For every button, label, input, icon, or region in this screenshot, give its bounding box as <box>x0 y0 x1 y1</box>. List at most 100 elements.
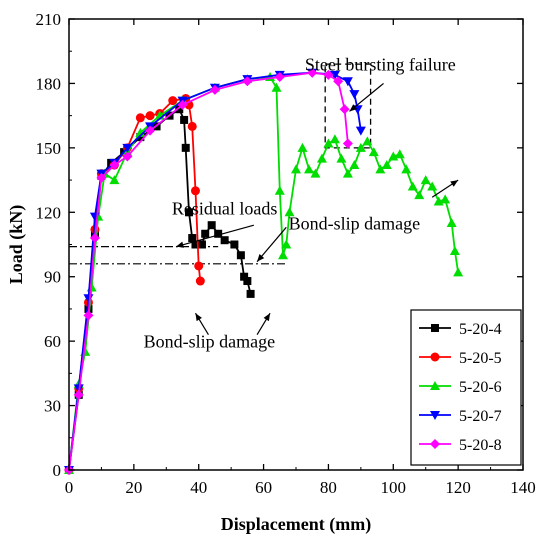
y-tick-label: 180 <box>36 74 62 93</box>
data-point-5-20-7 <box>329 70 340 80</box>
data-point-5-20-8 <box>83 310 94 321</box>
legend-entry-5-20-8: 5-20-8 <box>419 437 502 454</box>
data-point-5-20-5 <box>145 111 155 121</box>
arrow-head <box>176 241 184 248</box>
data-point-5-20-4 <box>181 143 190 152</box>
annotations: Steel bursting failure Residual loads Bond… <box>144 55 459 352</box>
y-tick-label: 30 <box>44 397 61 416</box>
arrow-shaft <box>256 226 287 263</box>
data-point-5-20-6 <box>316 153 327 163</box>
data-point-5-20-6 <box>297 142 308 152</box>
data-point-5-20-6 <box>284 207 295 217</box>
data-point-5-20-6 <box>281 239 292 249</box>
series-line-5-20-4 <box>68 108 252 471</box>
legend-box <box>410 309 522 466</box>
data-point-5-20-6 <box>323 138 334 148</box>
data-point-5-20-6 <box>449 245 460 255</box>
data-point-5-20-4 <box>243 277 252 286</box>
data-point-5-20-4 <box>201 229 210 238</box>
legend-swatch-marker <box>430 411 440 420</box>
arrow-head <box>195 313 202 322</box>
x-tick-label: 40 <box>190 478 207 497</box>
x-axis-title: Displacement (mm) <box>221 514 371 535</box>
data-point-5-20-8 <box>96 172 107 183</box>
data-point-5-20-6 <box>375 164 386 174</box>
arrow-steel-bursting <box>349 82 384 112</box>
y-tick-label: 120 <box>36 203 62 222</box>
data-point-5-20-7 <box>355 126 366 136</box>
data-point-5-20-6 <box>394 149 405 159</box>
x-tick-label: 120 <box>445 478 471 497</box>
data-point-5-20-6 <box>349 160 360 170</box>
data-point-5-20-4 <box>240 272 249 281</box>
data-point-5-20-6 <box>440 194 451 204</box>
legend-entry-5-20-5: 5-20-5 <box>419 350 502 367</box>
data-point-5-20-7 <box>342 77 353 87</box>
data-point-5-20-6 <box>336 153 347 163</box>
annotation-label: Bond-slip damage <box>289 213 420 233</box>
data-point-5-20-6 <box>291 164 301 174</box>
x-tick-label: 80 <box>320 478 337 497</box>
data-point-5-20-6 <box>274 185 285 195</box>
data-point-5-20-4 <box>188 234 197 243</box>
arrow-residual-lower <box>256 226 287 263</box>
x-tick-label: 100 <box>381 478 407 497</box>
x-tick-label: 140 <box>510 478 536 497</box>
data-point-5-20-8 <box>323 69 334 80</box>
data-point-5-20-8 <box>339 104 350 115</box>
arrow-head <box>450 180 459 187</box>
arrow-bond-slip-left-b <box>256 312 271 336</box>
arrow-shaft <box>175 224 255 248</box>
data-point-5-20-8 <box>145 125 156 136</box>
data-point-5-20-5 <box>187 121 197 131</box>
data-point-5-20-8 <box>274 71 285 82</box>
annotation-label: Bond-slip damage <box>144 332 275 352</box>
arrow-bond-slip-right <box>431 179 459 198</box>
x-tick-label: 60 <box>255 478 272 497</box>
data-point-5-20-6 <box>381 160 392 170</box>
data-point-5-20-8 <box>209 84 220 95</box>
legend-label: 5-20-8 <box>459 437 502 454</box>
annotation-label: Residual loads <box>172 198 278 218</box>
y-tick-label: 150 <box>36 139 62 158</box>
legend-swatch-marker <box>430 381 440 390</box>
x-tick-label: 20 <box>125 478 142 497</box>
data-point-5-20-8 <box>342 138 353 149</box>
data-point-5-20-8 <box>73 389 84 400</box>
legend-swatch-marker <box>431 324 439 332</box>
data-point-5-20-6 <box>453 267 464 277</box>
data-point-5-20-8 <box>307 67 318 78</box>
y-tick-label: 90 <box>44 268 61 287</box>
data-point-5-20-6 <box>271 82 282 92</box>
legend-label: 5-20-7 <box>459 408 502 425</box>
arrow-bond-slip-left-a <box>194 312 209 336</box>
series-5-20-8 <box>64 67 353 475</box>
data-point-5-20-6 <box>414 190 425 200</box>
series-5-20-7 <box>64 68 366 475</box>
data-point-5-20-6 <box>420 175 431 185</box>
data-point-5-20-4 <box>220 236 229 245</box>
data-point-5-20-6 <box>278 250 289 260</box>
data-point-5-20-5 <box>168 96 178 106</box>
data-point-5-20-4 <box>184 208 193 217</box>
data-point-5-20-6 <box>109 175 120 185</box>
data-point-5-20-6 <box>310 168 321 178</box>
data-point-5-20-6 <box>407 181 418 191</box>
arrow-residual-upper <box>175 224 255 248</box>
y-tick-label: 210 <box>36 10 62 29</box>
series-line-5-20-8 <box>68 71 349 471</box>
data-point-5-20-8 <box>242 76 253 87</box>
series-5-20-6 <box>64 71 464 474</box>
data-point-5-20-6 <box>355 142 366 152</box>
y-axis-title: Load (kN) <box>6 205 27 285</box>
legend-entry-5-20-6: 5-20-6 <box>419 379 502 396</box>
data-point-5-20-4 <box>197 240 206 249</box>
data-point-5-20-4 <box>136 133 145 142</box>
data-point-5-20-5 <box>195 276 205 286</box>
y-tick-label: 0 <box>53 461 62 480</box>
legend-label: 5-20-4 <box>459 321 502 338</box>
arrow-head <box>263 313 271 322</box>
data-point-5-20-4 <box>175 105 184 114</box>
data-point-5-20-5 <box>190 186 200 196</box>
